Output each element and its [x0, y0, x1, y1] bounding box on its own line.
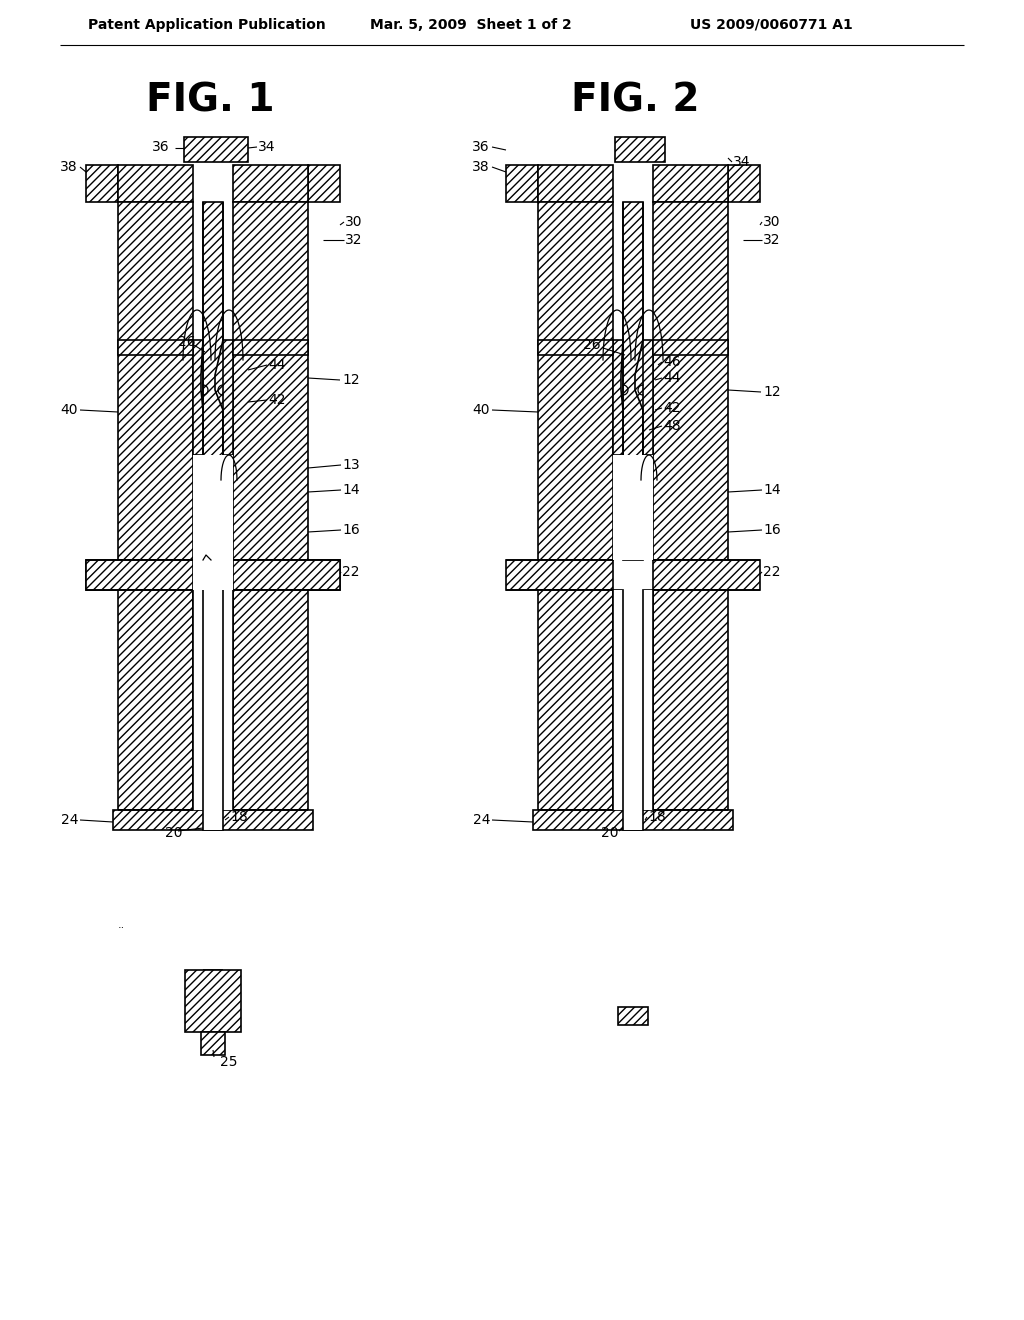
Bar [193, 590, 233, 810]
Text: 13: 13 [342, 458, 359, 473]
Text: US 2009/0060771 A1: US 2009/0060771 A1 [690, 18, 853, 32]
Text: 24: 24 [472, 813, 490, 828]
Bar [506, 560, 613, 590]
Bar [86, 560, 340, 590]
Text: Patent Application Publication: Patent Application Publication [88, 18, 326, 32]
Text: 36: 36 [152, 140, 170, 154]
Bar [534, 810, 733, 830]
Bar [538, 590, 613, 810]
Bar [538, 202, 613, 560]
Bar [233, 165, 308, 202]
Text: 30: 30 [763, 215, 780, 228]
Text: 40: 40 [60, 403, 78, 417]
Bar [86, 560, 193, 590]
Text: 20: 20 [165, 826, 182, 840]
Bar [233, 341, 308, 355]
Bar [538, 165, 613, 202]
Bar [623, 202, 643, 560]
Bar [184, 137, 248, 162]
Text: ..: .. [118, 920, 125, 931]
Bar [506, 165, 538, 202]
Text: 32: 32 [345, 234, 362, 247]
Bar [653, 560, 760, 590]
Polygon shape [635, 341, 653, 455]
Text: 16: 16 [763, 523, 780, 537]
Text: 46: 46 [663, 355, 681, 370]
Text: 26: 26 [583, 338, 601, 352]
Bar [728, 165, 760, 202]
Text: 48: 48 [663, 418, 681, 433]
Text: 38: 38 [60, 160, 78, 174]
Bar [653, 341, 728, 355]
Text: 24: 24 [60, 813, 78, 828]
Bar [308, 165, 340, 202]
Bar [86, 165, 118, 202]
Text: 38: 38 [472, 160, 490, 174]
Text: 44: 44 [663, 371, 681, 385]
Text: 22: 22 [763, 565, 780, 579]
Bar [193, 560, 233, 590]
Bar [203, 810, 223, 830]
Bar [653, 165, 728, 202]
Text: 18: 18 [648, 810, 666, 824]
Text: 25: 25 [220, 1055, 238, 1069]
Bar [643, 590, 653, 810]
Bar [538, 341, 613, 355]
Text: 42: 42 [268, 393, 286, 407]
Bar [118, 341, 193, 355]
Text: 32: 32 [763, 234, 780, 247]
Text: 22: 22 [342, 565, 359, 579]
Text: Mar. 5, 2009  Sheet 1 of 2: Mar. 5, 2009 Sheet 1 of 2 [370, 18, 571, 32]
Text: 12: 12 [342, 374, 359, 387]
Text: 42: 42 [663, 401, 681, 414]
Text: 34: 34 [258, 140, 275, 154]
Bar [193, 455, 233, 560]
Bar [118, 165, 193, 202]
Text: 20: 20 [600, 826, 618, 840]
Bar [118, 590, 193, 810]
Text: 40: 40 [472, 403, 490, 417]
Text: 14: 14 [763, 483, 780, 498]
Bar [618, 1007, 648, 1026]
Polygon shape [613, 341, 623, 455]
Text: 44: 44 [268, 358, 286, 372]
Bar [613, 455, 653, 560]
Bar [203, 810, 223, 830]
Text: 30: 30 [345, 215, 362, 228]
Bar [193, 590, 203, 810]
Text: FIG. 2: FIG. 2 [570, 81, 699, 119]
Bar [623, 810, 643, 830]
Bar [223, 590, 233, 810]
Bar [201, 1032, 225, 1055]
Text: 36: 36 [472, 140, 490, 154]
Bar [613, 590, 623, 810]
Text: FIG. 1: FIG. 1 [145, 81, 274, 119]
Bar [653, 590, 728, 810]
Bar [118, 202, 193, 560]
Text: 34: 34 [733, 154, 751, 169]
Bar [613, 590, 653, 810]
Text: 12: 12 [763, 385, 780, 399]
Bar [233, 560, 340, 590]
Polygon shape [193, 341, 203, 455]
Bar [185, 970, 241, 1032]
Bar [233, 202, 308, 560]
Text: 26: 26 [178, 335, 196, 348]
Polygon shape [215, 341, 233, 455]
Bar [113, 810, 313, 830]
Bar [623, 810, 643, 830]
Bar [615, 137, 665, 162]
Bar [203, 202, 223, 560]
Bar [233, 590, 308, 810]
Bar [653, 202, 728, 560]
Text: 14: 14 [342, 483, 359, 498]
Text: 18: 18 [230, 810, 248, 824]
Text: 16: 16 [342, 523, 359, 537]
